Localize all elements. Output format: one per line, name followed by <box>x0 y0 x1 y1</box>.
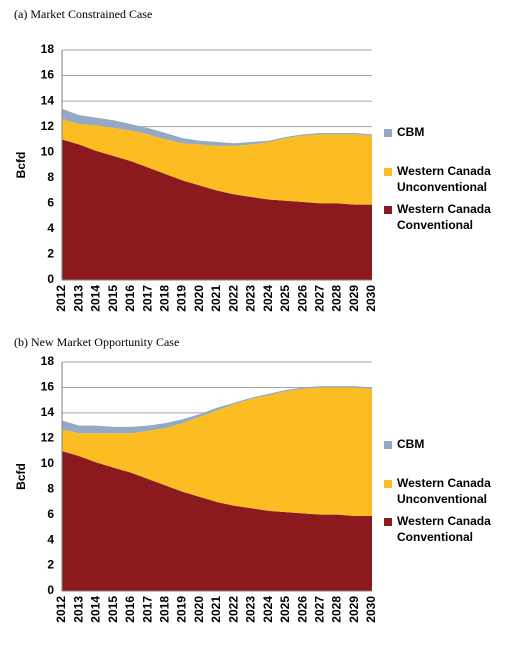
y-tick-label: 8 <box>47 170 54 184</box>
legend-label: CBM <box>397 125 424 139</box>
x-tick-label: 2030 <box>364 596 378 623</box>
y-tick-label: 2 <box>47 558 54 572</box>
x-tick-label: 2013 <box>71 596 85 623</box>
legend-label: Western Canada Conventional <box>397 514 491 544</box>
legend-label: CBM <box>397 437 424 451</box>
x-tick-label: 2012 <box>54 285 68 312</box>
y-tick-label: 6 <box>47 507 54 521</box>
x-tick-label: 2015 <box>106 596 120 623</box>
area <box>62 451 372 591</box>
legend-swatch <box>384 206 392 214</box>
y-tick-label: 12 <box>41 431 55 445</box>
x-tick-label: 2021 <box>209 285 223 312</box>
x-tick-label: 2014 <box>89 285 103 312</box>
y-tick-label: 8 <box>47 481 54 495</box>
y-tick-label: 14 <box>41 93 55 107</box>
x-tick-label: 2018 <box>158 596 172 623</box>
legend-label: Western Canada Conventional <box>397 202 491 232</box>
y-tick-label: 10 <box>41 144 55 158</box>
legend-line: Western Canada <box>397 514 491 528</box>
x-tick-label: 2022 <box>226 596 240 623</box>
area <box>62 119 372 205</box>
x-tick-label: 2026 <box>295 285 309 312</box>
x-tick-label: 2019 <box>175 596 189 623</box>
x-tick-label: 2029 <box>347 596 361 623</box>
x-tick-label: 2024 <box>261 596 275 623</box>
y-tick-label: 18 <box>41 354 55 368</box>
y-tick-label: 14 <box>41 405 55 419</box>
x-tick-label: 2017 <box>140 285 154 312</box>
legend-swatch <box>384 168 392 176</box>
x-tick-label: 2017 <box>140 596 154 623</box>
area <box>62 387 372 516</box>
y-tick-label: 4 <box>47 221 54 235</box>
y-tick-label: 16 <box>41 380 55 394</box>
x-tick-label: 2020 <box>192 285 206 312</box>
legend-label: Western Canada Unconventional <box>397 476 491 506</box>
legend-line: Western Canada <box>397 476 491 490</box>
x-tick-label: 2021 <box>209 596 223 623</box>
y-tick-label: 12 <box>41 119 55 133</box>
legend-swatch <box>384 480 392 488</box>
legend-line: Western Canada <box>397 164 491 178</box>
x-tick-label: 2023 <box>244 596 258 623</box>
legend-line: Conventional <box>397 530 473 544</box>
x-tick-label: 2023 <box>244 285 258 312</box>
legend-line: Western Canada <box>397 202 491 216</box>
x-tick-label: 2029 <box>347 285 361 312</box>
x-tick-label: 2014 <box>89 596 103 623</box>
x-tick-label: 2022 <box>226 285 240 312</box>
x-tick-label: 2024 <box>261 285 275 312</box>
x-tick-label: 2027 <box>313 285 327 312</box>
x-tick-label: 2025 <box>278 596 292 623</box>
y-axis-label: Bcfd <box>14 463 28 490</box>
x-tick-label: 2016 <box>123 596 137 623</box>
x-tick-label: 2012 <box>54 596 68 623</box>
y-tick-label: 10 <box>41 456 55 470</box>
y-tick-label: 0 <box>47 272 54 286</box>
x-tick-label: 2015 <box>106 285 120 312</box>
legend-swatch <box>384 129 392 137</box>
y-axis-label: Bcfd <box>14 152 28 179</box>
area <box>62 386 372 434</box>
legend-line: Unconventional <box>397 180 487 194</box>
x-tick-label: 2019 <box>175 285 189 312</box>
legend-swatch <box>384 518 392 526</box>
y-tick-label: 2 <box>47 247 54 261</box>
y-tick-label: 0 <box>47 583 54 597</box>
legend-swatch <box>384 441 392 449</box>
y-tick-label: 4 <box>47 532 54 546</box>
x-tick-label: 2018 <box>158 285 172 312</box>
y-tick-label: 16 <box>41 68 55 82</box>
y-tick-label: 18 <box>41 42 55 56</box>
x-tick-label: 2026 <box>295 596 309 623</box>
area <box>62 139 372 280</box>
x-tick-label: 2016 <box>123 285 137 312</box>
x-tick-label: 2025 <box>278 285 292 312</box>
x-tick-label: 2028 <box>330 285 344 312</box>
y-tick-label: 6 <box>47 196 54 210</box>
x-tick-label: 2013 <box>71 285 85 312</box>
x-tick-label: 2028 <box>330 596 344 623</box>
x-tick-label: 2020 <box>192 596 206 623</box>
area <box>62 108 372 146</box>
chart-subtitle: (b) New Market Opportunity Case <box>14 335 179 349</box>
x-tick-label: 2027 <box>313 596 327 623</box>
legend-line: Unconventional <box>397 492 487 506</box>
legend-label: Western Canada Unconventional <box>397 164 491 194</box>
legend-line: Conventional <box>397 218 473 232</box>
chart-subtitle: (a) Market Constrained Case <box>14 7 152 21</box>
x-tick-label: 2030 <box>364 285 378 312</box>
